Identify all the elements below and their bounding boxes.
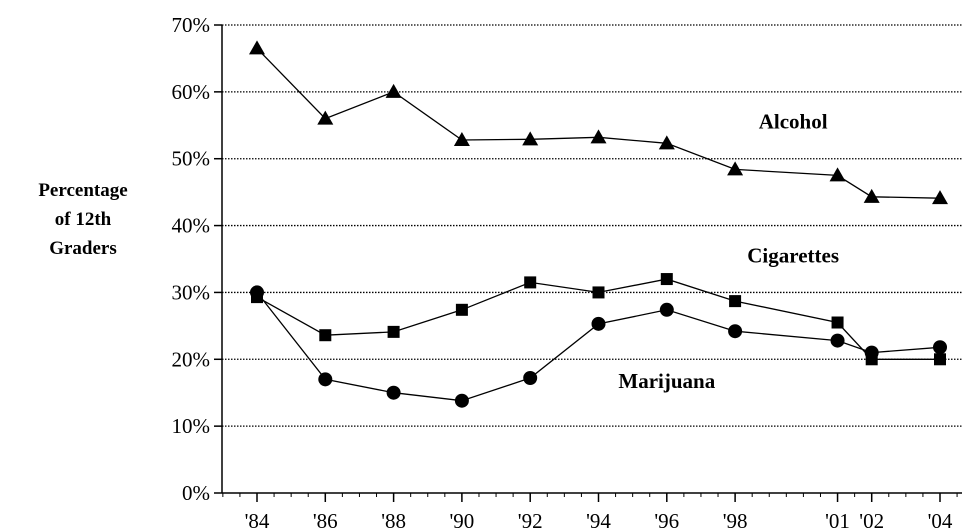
x-tick-label-4: '92 bbox=[518, 509, 543, 532]
x-tick-label-8: '01 bbox=[825, 509, 850, 532]
y-tick-label-1: 10% bbox=[172, 414, 211, 438]
alcohol-point-4 bbox=[522, 131, 539, 146]
cigarettes-point-8 bbox=[831, 316, 844, 329]
cigarettes-series-label: Cigarettes bbox=[747, 243, 839, 267]
alcohol-point-9 bbox=[863, 188, 880, 203]
y-axis-label-line-1: of 12th bbox=[55, 209, 112, 230]
marijuana-point-0 bbox=[250, 285, 264, 300]
cigarettes-point-1 bbox=[319, 329, 332, 342]
series bbox=[249, 40, 948, 408]
alcohol-point-5 bbox=[590, 129, 607, 144]
alcohol-point-3 bbox=[453, 131, 470, 146]
cigarettes-point-3 bbox=[455, 303, 468, 316]
alcohol-point-2 bbox=[385, 83, 402, 98]
marijuana-point-8 bbox=[830, 333, 845, 348]
y-axis-label-line-2: Graders bbox=[49, 238, 117, 259]
y-tick-label-6: 60% bbox=[172, 80, 211, 104]
x-tick-label-10: '04 bbox=[928, 509, 953, 532]
alcohol-point-7 bbox=[727, 161, 744, 176]
x-tick-label-1: '86 bbox=[313, 509, 338, 532]
alcohol-series-label: Alcohol bbox=[759, 110, 828, 134]
cigarettes-point-5 bbox=[592, 286, 605, 299]
y-tick-label-0: 0% bbox=[182, 481, 210, 505]
y-tick-label-2: 20% bbox=[172, 347, 211, 371]
alcohol-point-1 bbox=[317, 110, 334, 125]
x-tick-label-6: '96 bbox=[654, 509, 679, 532]
marijuana-point-4 bbox=[523, 371, 538, 386]
marijuana-series-label: Marijuana bbox=[618, 369, 715, 393]
marijuana-point-2 bbox=[386, 385, 401, 400]
gridlines bbox=[222, 24, 962, 427]
cigarettes-point-7 bbox=[729, 295, 742, 308]
cigarettes-point-6 bbox=[660, 273, 673, 286]
labels: Percentage of 12th Graders Alcohol Cigarette… bbox=[38, 110, 839, 393]
cigarettes-point-4 bbox=[524, 276, 537, 289]
cigarettes-point-2 bbox=[387, 325, 400, 338]
cigarettes-point-10 bbox=[934, 353, 946, 366]
axes: 0% 10% 20% 30% 40% 50% 60% 70% '84 '86 '88 '90 '92 '9… bbox=[172, 13, 962, 532]
alcohol-point-8 bbox=[829, 167, 846, 182]
y-axis-label-line-0: Percentage bbox=[38, 180, 127, 201]
marijuana-point-5 bbox=[591, 316, 606, 331]
x-tick-label-7: '98 bbox=[723, 509, 748, 532]
y-tick-label-3: 30% bbox=[172, 280, 211, 304]
y-tick-label-7: 70% bbox=[172, 13, 211, 37]
marijuana-point-7 bbox=[728, 324, 743, 339]
x-tick-label-0: '84 bbox=[245, 509, 270, 532]
x-tick-label-3: '90 bbox=[450, 509, 475, 532]
alcohol-point-0 bbox=[249, 40, 265, 55]
x-tick-label-5: '94 bbox=[586, 509, 611, 532]
marijuana-point-10 bbox=[933, 340, 947, 355]
alcohol-point-10 bbox=[932, 190, 948, 205]
marijuana-point-6 bbox=[659, 302, 674, 317]
y-tick-label-4: 40% bbox=[172, 214, 211, 238]
marijuana-point-9 bbox=[864, 345, 879, 360]
y-tick-label-5: 50% bbox=[172, 147, 211, 171]
x-tick-label-9: '02 bbox=[859, 509, 884, 532]
marijuana-point-1 bbox=[318, 372, 333, 387]
marijuana-point-3 bbox=[454, 393, 469, 408]
x-tick-label-2: '88 bbox=[381, 509, 406, 532]
alcohol-point-6 bbox=[658, 135, 675, 150]
